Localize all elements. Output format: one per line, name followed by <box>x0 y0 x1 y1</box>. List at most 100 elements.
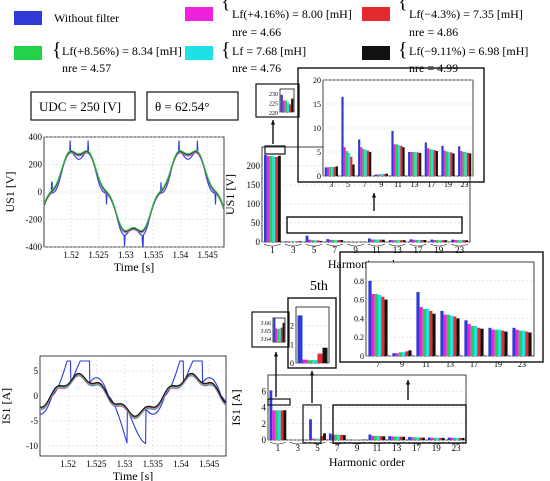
bar <box>441 437 445 440</box>
category-brace <box>409 243 427 247</box>
legend-brace: { <box>398 39 408 61</box>
bar <box>371 435 375 440</box>
x-tick-label: 1.525 <box>88 250 109 260</box>
bar <box>395 353 399 356</box>
bar <box>340 240 344 242</box>
legend: Without filter { Lf(+4.16%) = 8.00 [mH] … <box>14 0 528 75</box>
bar <box>291 98 294 112</box>
x-tick-label: 1.52 <box>63 250 79 260</box>
bar <box>333 166 336 176</box>
category-brace <box>451 243 469 247</box>
legend-n-lf-plus-4: nre = 4.66 <box>232 25 281 39</box>
bar <box>453 437 457 440</box>
y-tick-label: 1 <box>290 340 294 349</box>
bar <box>413 437 417 440</box>
bar <box>337 239 341 242</box>
bar <box>397 240 400 242</box>
y-tick-label: 100 <box>247 199 261 209</box>
y-tick-label: 2 <box>262 419 267 429</box>
y-tick-label: 50 <box>251 218 261 228</box>
highlight-harmonics <box>286 216 463 234</box>
arrow-head <box>405 380 411 385</box>
voltage-waveform <box>43 150 225 232</box>
x-axis-label: Time [s] <box>113 469 154 481</box>
bar <box>348 152 351 176</box>
category-brace <box>388 243 406 247</box>
bar <box>324 167 327 176</box>
bar <box>494 329 498 356</box>
x-tick-label: 3 <box>291 245 296 255</box>
bar <box>462 152 465 176</box>
bar <box>515 329 519 356</box>
bar <box>322 347 328 363</box>
bar <box>454 240 457 242</box>
bar <box>522 330 526 356</box>
bar <box>364 149 367 176</box>
bar <box>458 146 461 176</box>
bar <box>331 166 334 176</box>
legend-brace: { <box>221 0 231 13</box>
x-tick-label: 17 <box>470 360 478 369</box>
bar <box>451 239 454 242</box>
bar <box>374 174 377 176</box>
bar <box>311 438 315 440</box>
bar <box>272 410 276 440</box>
legend-swatch-lf <box>185 46 213 60</box>
bar <box>450 437 454 440</box>
bar <box>382 239 385 242</box>
x-tick-label: 9 <box>355 443 360 453</box>
bar <box>309 419 312 440</box>
legend-swatch-without-filter <box>14 11 42 25</box>
bar <box>461 437 465 440</box>
bar <box>305 235 309 242</box>
bar <box>319 241 323 242</box>
zoom-box-fundamental <box>251 311 290 348</box>
legend-swatch-lf-plus-8 <box>14 46 42 60</box>
bar <box>308 239 312 242</box>
bar <box>423 240 427 242</box>
voltage-harmonics-zoom: 0 5 10 15 20 3 5 7 9 11 13 17 19 23 <box>313 76 474 189</box>
y-tick-label: 200 <box>29 160 43 170</box>
x-tick-label: 5 <box>346 180 350 189</box>
bar <box>445 151 448 176</box>
x-tick-label: 1.525 <box>86 459 107 469</box>
bar <box>381 174 384 176</box>
zoom-box-fifth <box>287 297 337 369</box>
zoom-box-fundamental <box>255 83 300 118</box>
highlight-fundamental <box>264 145 286 155</box>
bar <box>396 436 400 440</box>
bar <box>328 433 332 440</box>
y-tick-label: 0 <box>256 237 261 247</box>
x-tick-label: 9 <box>400 360 404 369</box>
x-axis-label: Time [s] <box>114 260 155 274</box>
y-tick-label: 10 <box>313 124 321 133</box>
bar <box>334 434 338 440</box>
bar <box>314 438 318 440</box>
x-tick-label: 7 <box>363 180 367 189</box>
y-tick-label: 20 <box>313 76 321 85</box>
bar <box>369 152 372 176</box>
legend-swatch-lf-minus-9 <box>362 46 390 60</box>
bar <box>284 241 288 242</box>
bar <box>431 149 434 176</box>
bar <box>409 239 413 242</box>
bar <box>441 145 444 176</box>
legend-brace: { <box>221 39 231 61</box>
bar <box>443 150 446 176</box>
legend-label-lf-plus-8: Lf(+8.56%) = 8.34 [mH] <box>62 44 182 58</box>
x-tick-label: 9 <box>379 180 383 189</box>
bar <box>512 327 516 356</box>
arrow-head <box>270 120 276 125</box>
bar <box>296 241 299 242</box>
bar <box>280 327 283 342</box>
bar <box>469 153 472 176</box>
bar <box>405 351 409 356</box>
bar <box>429 149 432 176</box>
x-tick-label: 19 <box>444 180 452 189</box>
y-axis-label: IS1 [A] <box>0 388 13 424</box>
bar <box>335 166 338 176</box>
bar <box>317 438 321 440</box>
x-tick-label: 13 <box>411 180 419 189</box>
bar <box>376 174 380 176</box>
bar <box>379 436 383 440</box>
